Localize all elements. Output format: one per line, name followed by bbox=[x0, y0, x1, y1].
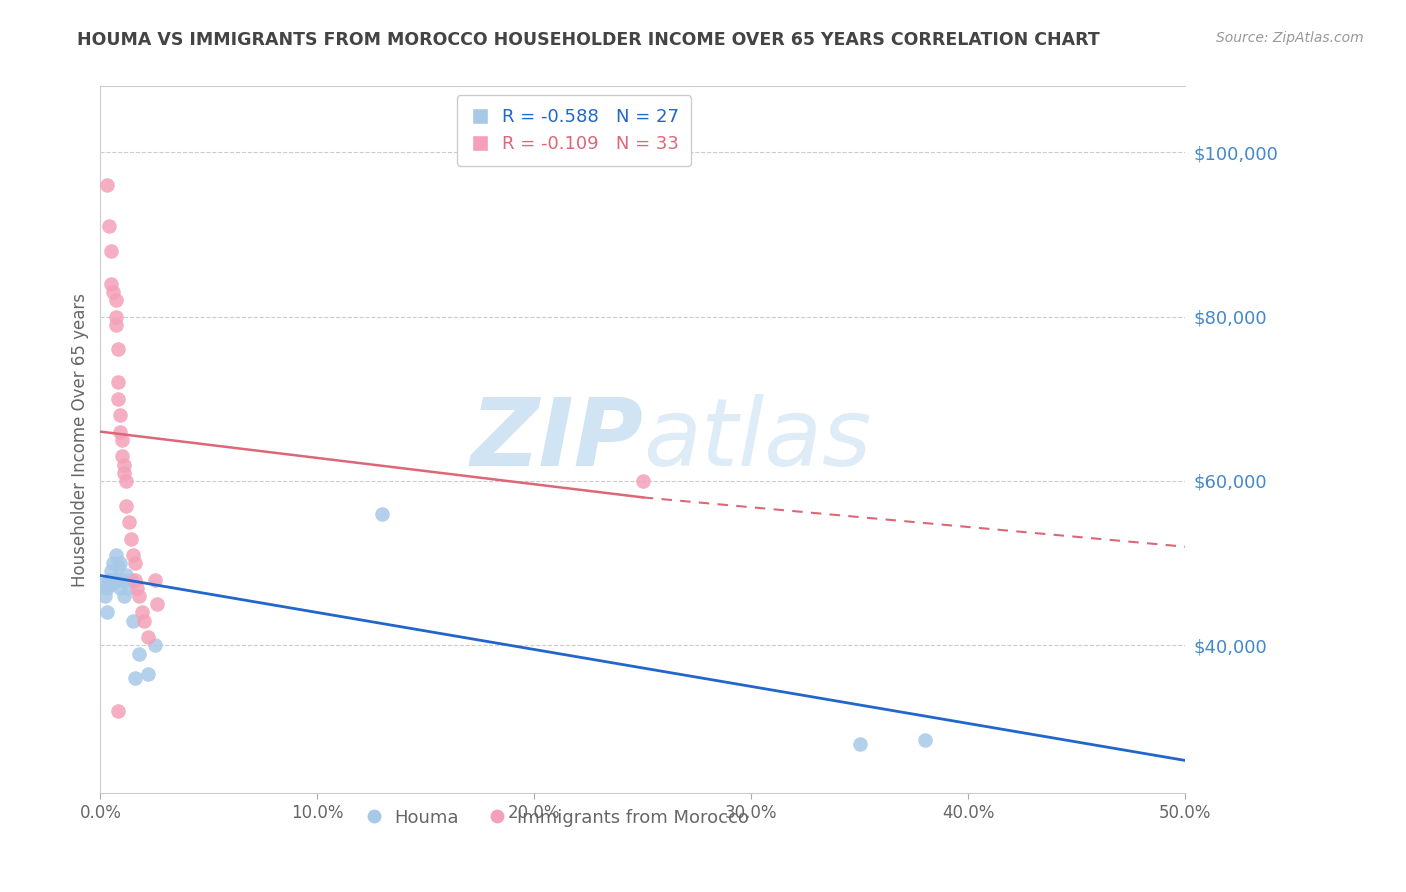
Point bbox=[98, 573, 121, 587]
Point bbox=[103, 573, 125, 587]
Point bbox=[371, 507, 394, 521]
Point bbox=[103, 285, 125, 299]
Point bbox=[122, 614, 145, 628]
Point bbox=[104, 293, 127, 307]
Point bbox=[108, 408, 131, 422]
Point bbox=[100, 565, 122, 579]
Point bbox=[104, 310, 127, 324]
Point bbox=[107, 704, 129, 718]
Point bbox=[120, 532, 142, 546]
Legend: Houma, Immigrants from Morocco: Houma, Immigrants from Morocco bbox=[356, 801, 755, 834]
Point bbox=[111, 450, 134, 464]
Point bbox=[132, 614, 155, 628]
Text: ZIP: ZIP bbox=[470, 394, 643, 486]
Point bbox=[103, 556, 125, 570]
Point bbox=[108, 556, 131, 570]
Point bbox=[108, 581, 131, 595]
Point bbox=[104, 318, 127, 332]
Point bbox=[100, 277, 122, 291]
Point bbox=[631, 474, 654, 488]
Text: atlas: atlas bbox=[643, 394, 872, 485]
Point bbox=[124, 573, 146, 587]
Point bbox=[120, 573, 142, 587]
Point bbox=[107, 392, 129, 406]
Point bbox=[100, 244, 122, 258]
Point bbox=[146, 597, 169, 611]
Point bbox=[96, 606, 118, 620]
Point bbox=[143, 639, 166, 653]
Text: Source: ZipAtlas.com: Source: ZipAtlas.com bbox=[1216, 31, 1364, 45]
Point bbox=[107, 573, 129, 587]
Point bbox=[128, 647, 150, 661]
Point bbox=[112, 466, 135, 480]
Point bbox=[112, 458, 135, 472]
Point bbox=[127, 581, 149, 595]
Y-axis label: Householder Income Over 65 years: Householder Income Over 65 years bbox=[72, 293, 89, 587]
Point bbox=[107, 343, 129, 357]
Point bbox=[124, 556, 146, 570]
Point bbox=[117, 515, 139, 529]
Point bbox=[107, 560, 129, 574]
Point bbox=[115, 474, 138, 488]
Point bbox=[96, 581, 118, 595]
Point bbox=[93, 589, 115, 603]
Point bbox=[143, 573, 166, 587]
Point bbox=[128, 589, 150, 603]
Point bbox=[849, 737, 872, 751]
Point bbox=[100, 576, 122, 591]
Text: HOUMA VS IMMIGRANTS FROM MOROCCO HOUSEHOLDER INCOME OVER 65 YEARS CORRELATION CH: HOUMA VS IMMIGRANTS FROM MOROCCO HOUSEHO… bbox=[77, 31, 1099, 49]
Point bbox=[98, 219, 121, 233]
Point bbox=[115, 568, 138, 582]
Point bbox=[108, 425, 131, 439]
Point bbox=[91, 576, 114, 591]
Point bbox=[131, 606, 153, 620]
Point bbox=[136, 667, 159, 681]
Point bbox=[115, 499, 138, 513]
Point bbox=[914, 732, 936, 747]
Point bbox=[111, 433, 134, 447]
Point bbox=[136, 630, 159, 644]
Point bbox=[124, 671, 146, 685]
Point bbox=[117, 581, 139, 595]
Point bbox=[107, 376, 129, 390]
Point bbox=[112, 589, 135, 603]
Point bbox=[96, 178, 118, 192]
Point bbox=[104, 548, 127, 562]
Point bbox=[122, 548, 145, 562]
Point bbox=[111, 573, 134, 587]
